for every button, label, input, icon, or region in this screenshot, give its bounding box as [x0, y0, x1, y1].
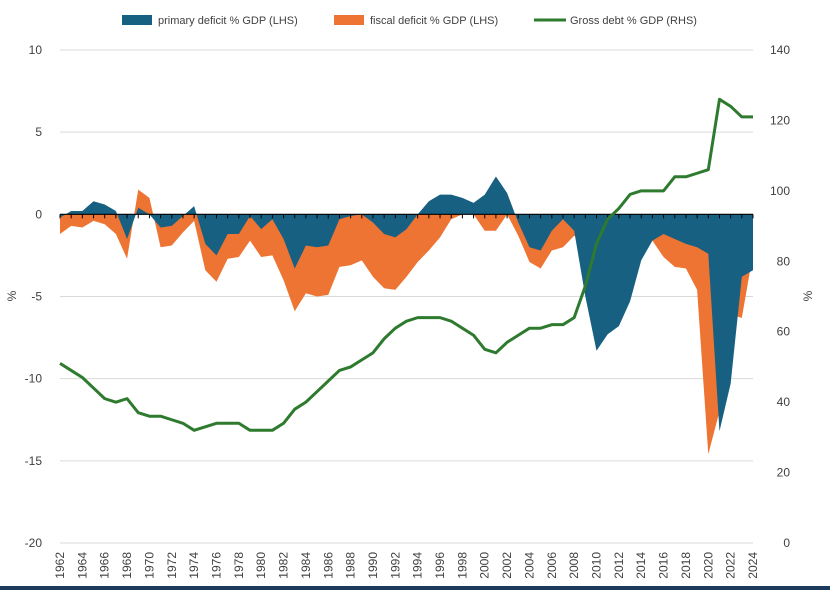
primary-deficit-area	[60, 176, 753, 432]
right-tick-label: 20	[777, 466, 791, 480]
x-tick-label: 1978	[232, 552, 246, 579]
left-tick-label: -15	[25, 454, 43, 468]
x-tick-label: 1994	[411, 552, 425, 579]
x-tick-label: 1990	[366, 552, 380, 579]
x-axis-ticks: 1962 1964 1966 1968 1970 1972 1974 1976 1978 1980…	[53, 552, 760, 579]
x-tick-label: 1972	[165, 552, 179, 579]
legend-label: primary deficit % GDP (LHS)	[158, 15, 298, 27]
right-axis-title: %	[801, 290, 815, 301]
gridlines	[60, 49, 753, 544]
right-axis-ticks: 140 120 100 80 60 40 20 0	[770, 43, 790, 550]
legend-swatch	[334, 15, 364, 25]
legend-swatch	[122, 15, 152, 25]
x-tick-label: 2004	[522, 552, 536, 579]
legend: primary deficit % GDP (LHS) fiscal defici…	[122, 15, 697, 27]
left-axis-ticks: 10 5 0 -5 -10 -15 -20	[25, 43, 43, 550]
gross-debt-line	[59, 97, 753, 432]
zero-axis-layer	[59, 213, 754, 219]
x-tick-label: 2018	[679, 552, 693, 579]
x-tick-label: 1964	[75, 552, 89, 579]
right-tick-label: 100	[770, 184, 790, 198]
x-tick-label: 1962	[53, 552, 67, 579]
primary-deficit-area-layer	[60, 176, 753, 432]
right-tick-label: 40	[777, 395, 791, 409]
x-tick-label: 1968	[120, 552, 134, 579]
x-tick-label: 1996	[433, 552, 447, 579]
x-tick-label: 2002	[500, 552, 514, 579]
legend-label: Gross debt % GDP (RHS)	[570, 15, 697, 27]
x-tick-label: 2006	[545, 552, 559, 579]
x-tick-label: 2022	[724, 552, 738, 579]
x-tick-label: 2008	[567, 552, 581, 579]
x-tick-label: 1986	[321, 552, 335, 579]
bottom-strip	[0, 586, 830, 590]
gross-debt-line-layer	[59, 97, 753, 432]
right-tick-label: 120	[770, 113, 790, 127]
x-tick-label: 1988	[344, 552, 358, 579]
left-tick-label: -5	[31, 290, 42, 304]
right-tick-label: 0	[783, 536, 790, 550]
x-tick-label: 1970	[142, 552, 156, 579]
x-tick-label: 1974	[187, 552, 201, 579]
x-tick-label: 2024	[746, 552, 760, 579]
fiscal-deficit-area	[60, 189, 753, 455]
x-tick-label: 2016	[657, 552, 671, 579]
x-tick-label: 1982	[277, 552, 291, 579]
left-tick-label: -20	[25, 536, 43, 550]
x-tick-label: 1966	[98, 552, 112, 579]
x-tick-label: 2000	[478, 552, 492, 579]
x-tick-label: 2014	[634, 552, 648, 579]
left-tick-label: -10	[25, 372, 43, 386]
x-tick-label: 1984	[299, 552, 313, 579]
legend-label: fiscal deficit % GDP (LHS)	[370, 15, 498, 27]
right-tick-label: 60	[777, 325, 791, 339]
x-tick-label: 2012	[612, 552, 626, 579]
x-tick-label: 1992	[388, 552, 402, 579]
right-tick-label: 80	[777, 254, 791, 268]
left-tick-label: 10	[29, 43, 43, 57]
x-tick-label: 2010	[590, 552, 604, 579]
right-tick-label: 140	[770, 43, 790, 57]
fiscal-deficit-area-layer	[60, 189, 753, 455]
x-tick-label: 2020	[701, 552, 715, 579]
left-axis-title: %	[5, 290, 19, 301]
x-tick-label: 1980	[254, 552, 268, 579]
x-tick-label: 1976	[209, 552, 223, 579]
left-tick-label: 5	[35, 125, 42, 139]
x-tick-label: 1998	[455, 552, 469, 579]
left-tick-label: 0	[35, 207, 42, 221]
